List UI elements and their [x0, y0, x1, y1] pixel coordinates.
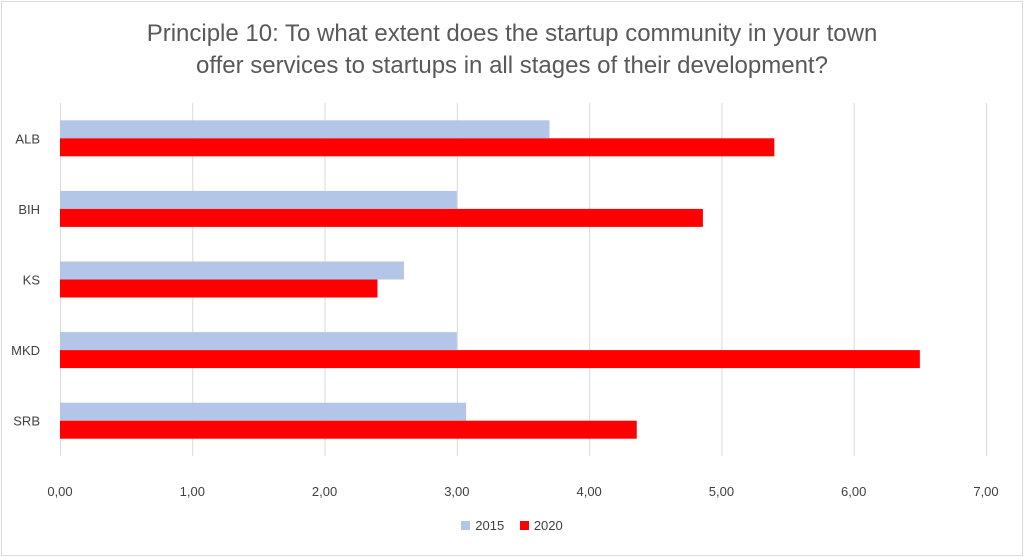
legend-swatch-2020	[519, 521, 529, 530]
x-tick-label: 7,00	[973, 484, 998, 499]
bar-SRB-2020	[60, 420, 637, 439]
category-label-ALB: ALB	[15, 131, 40, 146]
x-tick-label: 6,00	[841, 484, 866, 499]
x-tick-labels: 0,00 1,00 2,00 3,00 4,00 5,00 6,00 7,00	[47, 484, 998, 499]
x-tick-label: 1,00	[180, 484, 205, 499]
x-tick-label: 3,00	[444, 484, 469, 499]
category-labels: ALB BIH KS MKD SRB	[11, 131, 40, 428]
legend-item-2020: 2020	[519, 518, 563, 533]
x-tick-label: 5,00	[709, 484, 734, 499]
chart-title: Principle 10: To what extent does the st…	[0, 18, 1024, 82]
bar-MKD-2020	[60, 350, 920, 369]
bar-KS-2020	[60, 279, 378, 298]
legend-item-2015: 2015	[461, 518, 504, 533]
bars	[60, 120, 920, 439]
x-tick-label: 4,00	[576, 484, 601, 499]
x-tick-label: 0,00	[47, 484, 72, 499]
category-label-MKD: MKD	[11, 343, 40, 358]
chart-title-line-2: offer services to startups in all stages…	[196, 52, 828, 79]
category-label-SRB: SRB	[13, 414, 40, 429]
category-label-BIH: BIH	[18, 202, 40, 217]
legend: 2015 2020	[0, 518, 1024, 533]
bar-ALB-2020	[60, 138, 775, 157]
legend-label-2015: 2015	[475, 518, 505, 533]
legend-swatch-2015	[461, 521, 471, 530]
x-tick-label: 2,00	[312, 484, 337, 499]
bar-KS-2015	[60, 261, 404, 280]
legend-label-2020: 2020	[533, 518, 563, 533]
bar-MKD-2015	[60, 332, 457, 351]
bar-SRB-2015	[60, 402, 467, 421]
chart-title-line-1: Principle 10: To what extent does the st…	[146, 20, 878, 47]
bar-ALB-2015	[60, 120, 550, 139]
bar-BIH-2015	[60, 190, 457, 209]
category-label-KS: KS	[23, 273, 41, 288]
bar-BIH-2020	[60, 208, 703, 227]
